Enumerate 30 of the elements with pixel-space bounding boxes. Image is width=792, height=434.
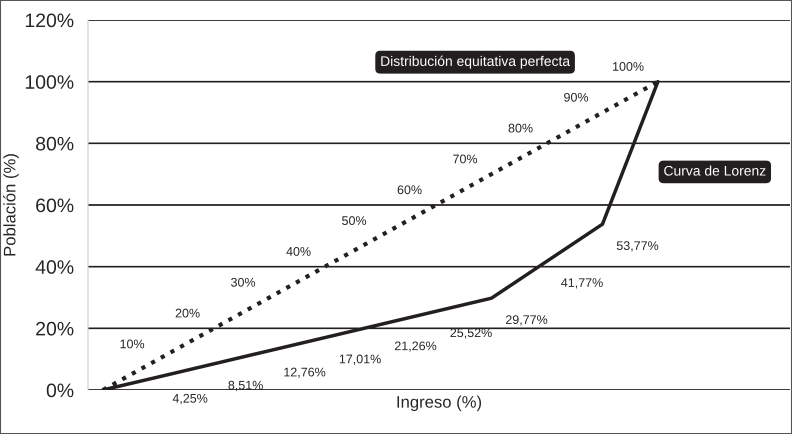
data-label: 70% [453,154,478,164]
data-label: 53,77% [616,241,658,252]
text: Distribución equitativa perfecta [381,56,570,69]
y-tick-label: 0% [46,383,74,398]
data-label: 21,26% [394,341,436,352]
y-axis-title: Población (%) [3,154,19,256]
data-label: 30% [231,278,256,287]
y-tick-label: 40% [36,260,74,274]
data-label: 100% [613,62,644,71]
data-label: 41,77% [561,278,603,289]
data-label: 10% [120,340,144,348]
data-label: 25,52% [450,328,492,339]
y-tick-label: 60% [36,198,74,212]
data-label: 17,01% [340,354,381,365]
y-tick-label: 80% [36,136,74,151]
data-label: 20% [176,308,200,318]
text: Curva de Lorenz [664,165,766,176]
data-label: 40% [286,247,311,256]
data-label: 8,51% [228,380,263,392]
data-label: 29,77% [506,315,548,326]
y-tick-label: 20% [36,322,74,336]
data-label: 4,25% [172,394,208,404]
data-label: 90% [564,92,588,102]
data-label: 50% [342,216,366,226]
y-tick-label: 120% [26,13,74,28]
data-label: 60% [398,185,422,194]
y-tick-label: 100% [26,75,74,89]
x-axis-title: Ingreso (%) [397,396,482,412]
data-label: 80% [508,124,533,133]
data-label: 12,76% [284,368,326,378]
